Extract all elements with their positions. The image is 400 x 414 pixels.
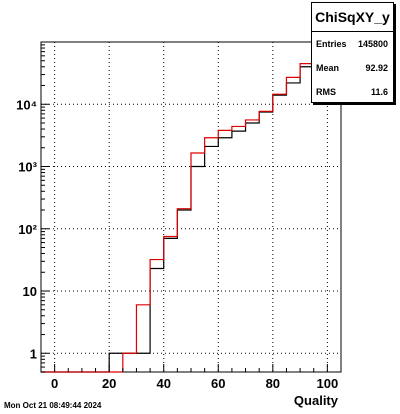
y-tick-label: 10⁴ [16,97,37,112]
stats-row-mean: Mean 92.92 [312,56,393,80]
y-tick-label: 10³ [18,160,37,175]
x-tick-label: 100 [317,376,339,391]
stats-value: 11.6 [370,87,388,97]
x-tick-label: 40 [156,376,170,391]
stats-box: ChiSqXY_y Entries 145800 Mean 92.92 RMS … [311,2,394,103]
histogram-series-line [41,53,341,373]
y-tick-label: 10 [23,284,37,299]
histogram-series-line [41,55,341,373]
y-tick-label: 1 [30,346,37,361]
stats-value: 145800 [357,39,388,49]
histogram-series [41,53,341,373]
stats-title: ChiSqXY_y [312,3,393,32]
axes: 0 20 40 60 80 100 1 10 10² 10³ 10⁴ [16,44,339,391]
stats-key: Entries [316,39,347,49]
timestamp: Mon Oct 21 08:49:44 2024 [4,401,102,410]
y-tick-label: 10² [18,222,37,237]
x-tick-label: 80 [266,376,280,391]
x-axis-label: Quality [293,393,338,408]
stats-row-rms: RMS 11.6 [312,80,393,104]
stats-key: Mean [316,63,340,73]
stats-row-entries: Entries 145800 [312,32,393,56]
stats-key: RMS [316,87,336,97]
stats-value: 92.92 [365,63,388,73]
x-tick-label: 0 [51,376,58,391]
x-tick-label: 20 [102,376,116,391]
x-tick-label: 60 [211,376,225,391]
